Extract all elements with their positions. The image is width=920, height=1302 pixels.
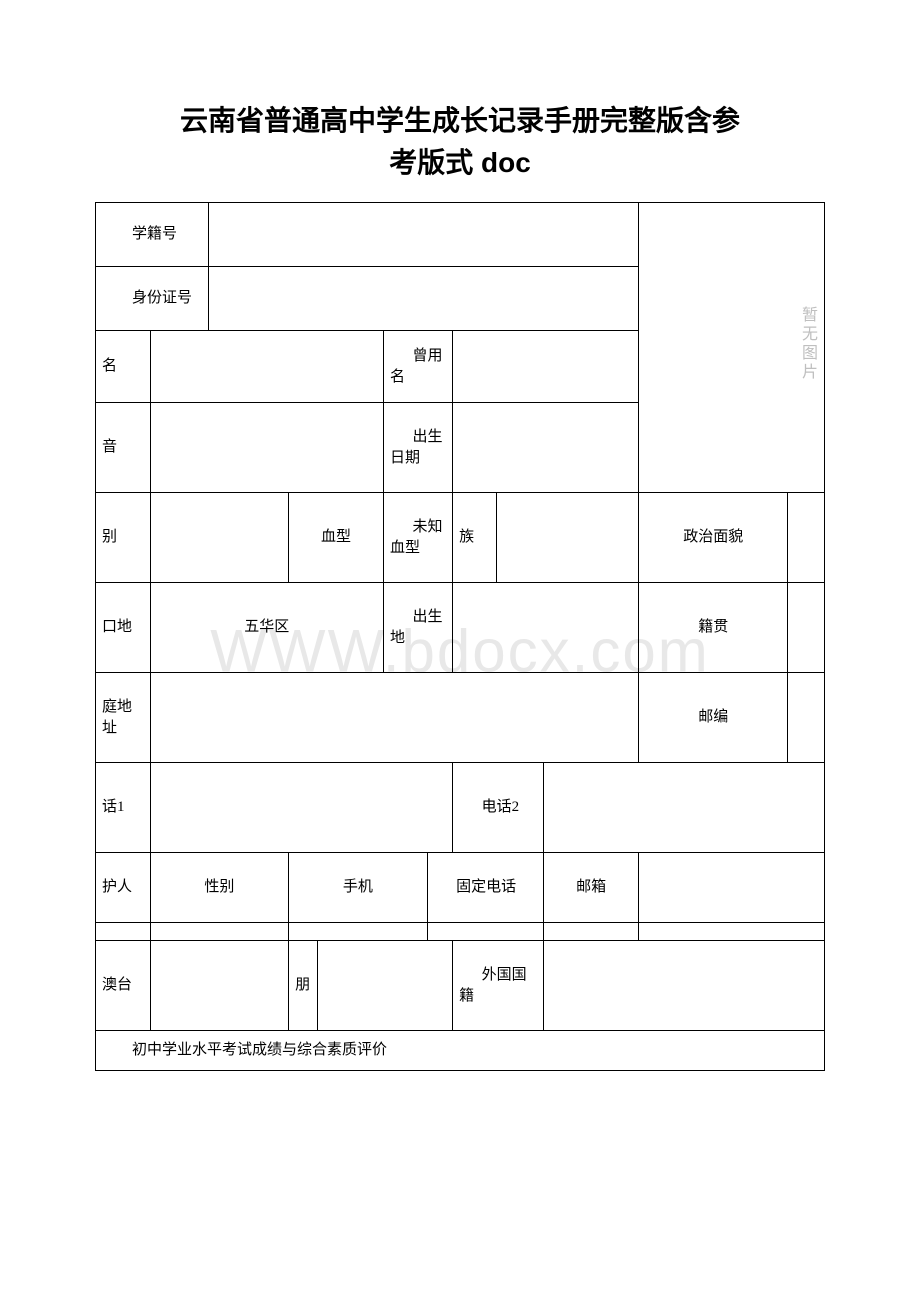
value-foreign (544, 941, 825, 1031)
label-phone2: 电话2 (453, 763, 544, 853)
label-id-number: 身份证号 (96, 267, 209, 331)
label-foreign: 外国国籍 (453, 941, 544, 1031)
value-gender (150, 493, 289, 583)
value-phone2 (544, 763, 825, 853)
label-g-mobile: 手机 (289, 853, 428, 923)
value-phone1 (150, 763, 453, 853)
photo-placeholder-cell: 暂无图片 (639, 203, 825, 493)
value-hk-col (318, 941, 453, 1031)
value-birth-date (453, 403, 639, 493)
value-hukou: 五华区 (150, 583, 383, 673)
value-name (150, 331, 383, 403)
label-home-address: 庭地址 (96, 673, 151, 763)
value-postcode (788, 673, 825, 763)
label-hukou: 口地 (96, 583, 151, 673)
label-name: 名 (96, 331, 151, 403)
value-ethnicity (496, 493, 638, 583)
label-hk-col: 朋 (289, 941, 318, 1031)
label-gender: 别 (96, 493, 151, 583)
label-former-name: 曾用名 (383, 331, 452, 403)
label-phone1: 话1 (96, 763, 151, 853)
spacer-cell (544, 923, 639, 941)
title-line-1: 云南省普通高中学生成长记录手册完整版含参 (180, 105, 740, 136)
title-line-2: 考版式 doc (389, 147, 531, 178)
value-blood-type: 未知血型 (383, 493, 452, 583)
spacer-cell (96, 923, 151, 941)
spacer-cell (150, 923, 289, 941)
spacer-cell (289, 923, 428, 941)
value-political (788, 493, 825, 583)
label-g-landline: 固定电话 (427, 853, 544, 923)
label-postcode: 邮编 (639, 673, 788, 763)
label-bottom-section: 初中学业水平考试成绩与综合素质评价 (96, 1031, 825, 1071)
value-birth-place (453, 583, 639, 673)
value-home-address (150, 673, 638, 763)
spacer-cell (639, 923, 825, 941)
label-guardian: 护人 (96, 853, 151, 923)
value-g-email (639, 853, 825, 923)
label-g-email: 邮箱 (544, 853, 639, 923)
spacer-cell (427, 923, 544, 941)
value-native-place (788, 583, 825, 673)
label-pinyin: 音 (96, 403, 151, 493)
value-student-id (208, 203, 638, 267)
document-title: 云南省普通高中学生成长记录手册完整版含参 考版式 doc (95, 100, 825, 184)
label-student-id: 学籍号 (96, 203, 209, 267)
label-ethnicity: 族 (453, 493, 497, 583)
label-political: 政治面貌 (639, 493, 788, 583)
value-former-name (453, 331, 639, 403)
value-id-number (208, 267, 638, 331)
label-blood-type: 血型 (289, 493, 384, 583)
student-info-table: 学籍号 暂无图片 身份证号 名 曾用名 音 出生日期 别 (95, 202, 825, 1071)
photo-placeholder-text: 暂无图片 (796, 306, 818, 382)
label-birth-date: 出生日期 (383, 403, 452, 493)
label-g-gender: 性别 (150, 853, 289, 923)
label-birth-place: 出生地 (383, 583, 452, 673)
document-page: 云南省普通高中学生成长记录手册完整版含参 考版式 doc 学籍号 暂无图片 (0, 0, 920, 1131)
label-native-place: 籍贯 (639, 583, 788, 673)
label-hk-mo-tw: 澳台 (96, 941, 151, 1031)
value-hk-mo-tw (150, 941, 289, 1031)
value-pinyin (150, 403, 383, 493)
